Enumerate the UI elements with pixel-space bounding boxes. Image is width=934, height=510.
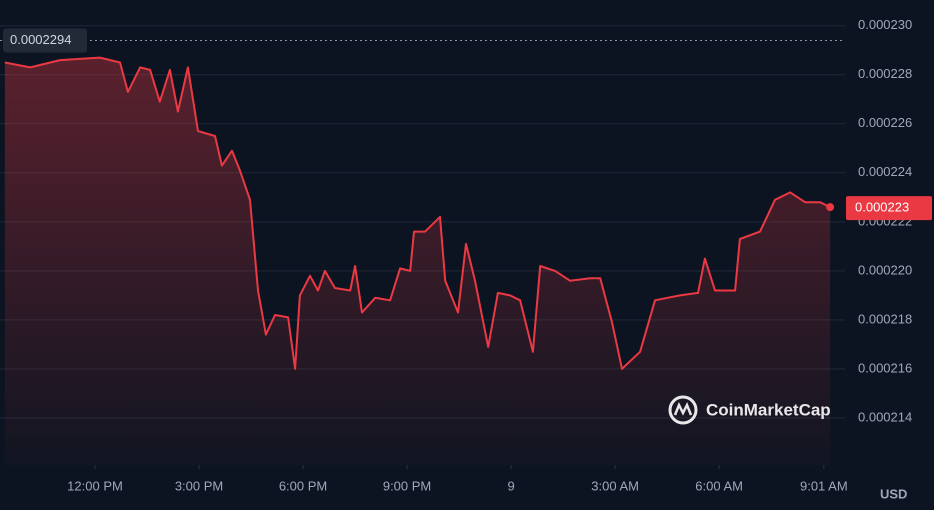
y-tick-label: 0.000214 [858, 409, 912, 424]
y-tick-label: 0.000226 [858, 115, 912, 130]
price-line [4, 56, 831, 370]
x-tick-label: 6:00 PM [279, 478, 327, 493]
x-tick-label: 3:00 AM [591, 478, 639, 493]
max-price-box [3, 28, 87, 53]
x-tick-label: 9:01 AM [800, 478, 848, 493]
y-tick-label: 0.000218 [858, 311, 912, 326]
y-tick-label: 0.000220 [858, 262, 912, 277]
y-tick-label: 0.000224 [858, 164, 912, 179]
x-tick-label: 9 [507, 478, 514, 493]
watermark-logo [668, 395, 698, 425]
x-tick-label: 9:00 PM [383, 478, 431, 493]
watermark: CoinMarketCap [668, 395, 831, 425]
current-price-box [846, 196, 932, 221]
plot [0, 39, 845, 465]
y-tick-label: 0.000228 [858, 66, 912, 81]
watermark-text: CoinMarketCap [706, 400, 831, 419]
currency-label: USD [880, 486, 907, 501]
y-tick-label: 0.000230 [858, 17, 912, 32]
max-price-label: 0.0002294 [10, 32, 71, 47]
y-tick-label: 0.000216 [858, 360, 912, 375]
x-tick-label: 3:00 PM [175, 478, 223, 493]
x-tick-label: 12:00 PM [67, 478, 123, 493]
price-area [4, 57, 831, 465]
last-point [826, 203, 835, 212]
x-tick-label: 6:00 AM [695, 478, 743, 493]
labels: 0.0002140.0002160.0002180.0002200.000222… [3, 17, 932, 493]
current-price-label: 0.000223 [855, 200, 909, 215]
watermark-logo-mark [673, 401, 693, 416]
